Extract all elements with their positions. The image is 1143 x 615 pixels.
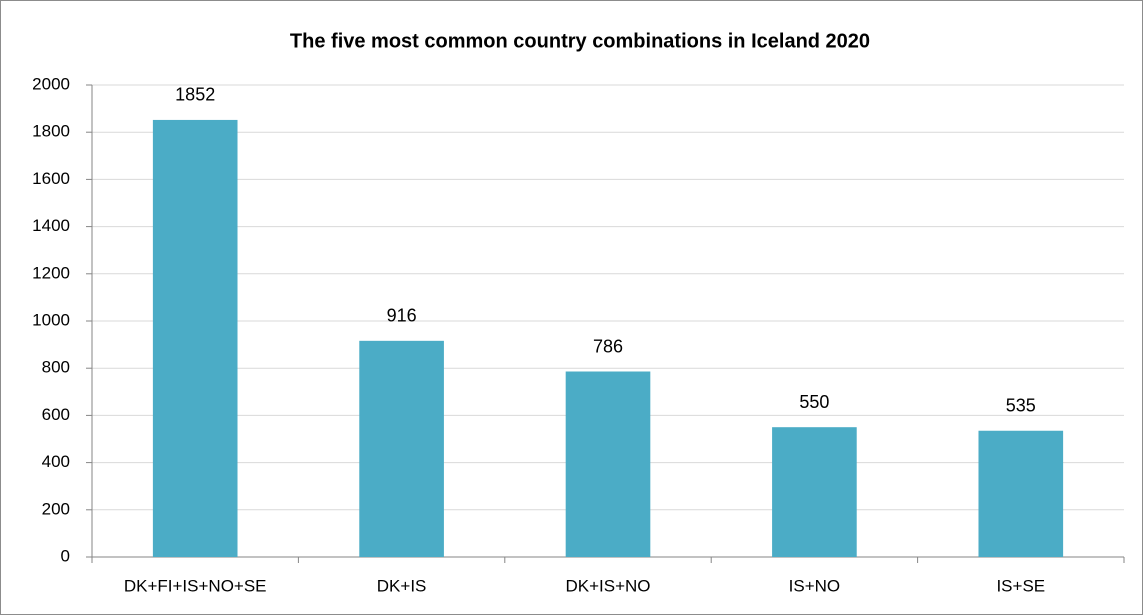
y-tick-label: 800: [42, 358, 70, 377]
data-label: 535: [1006, 395, 1036, 415]
data-label: 916: [387, 306, 417, 326]
bar: [978, 430, 1064, 557]
x-tick-label: IS+SE: [996, 576, 1045, 595]
data-label: 786: [593, 336, 623, 356]
y-tick-label: 0: [61, 546, 70, 565]
data-label: 1852: [175, 85, 215, 105]
chart-title: The five most common country combination…: [290, 30, 870, 52]
y-tick-label: 1000: [32, 310, 70, 329]
y-tick-label: 1600: [32, 169, 70, 188]
bar: [152, 119, 238, 557]
y-tick-label: 2000: [32, 74, 70, 93]
data-label: 550: [799, 392, 829, 412]
bar: [772, 427, 857, 557]
x-tick-label: IS+NO: [789, 576, 841, 595]
y-tick-label: 1800: [32, 122, 70, 141]
x-tick-label: DK+FI+IS+NO+SE: [124, 576, 267, 595]
x-tick-label: DK+IS+NO: [565, 576, 650, 595]
x-tick-label: DK+IS: [377, 576, 427, 595]
y-tick-label: 1400: [32, 216, 70, 235]
y-tick-label: 200: [42, 499, 70, 518]
y-tick-label: 400: [42, 452, 70, 471]
bar: [359, 340, 444, 557]
y-tick-label: 1200: [32, 263, 70, 282]
y-tick-label: 600: [42, 405, 70, 424]
bar: [565, 371, 651, 557]
